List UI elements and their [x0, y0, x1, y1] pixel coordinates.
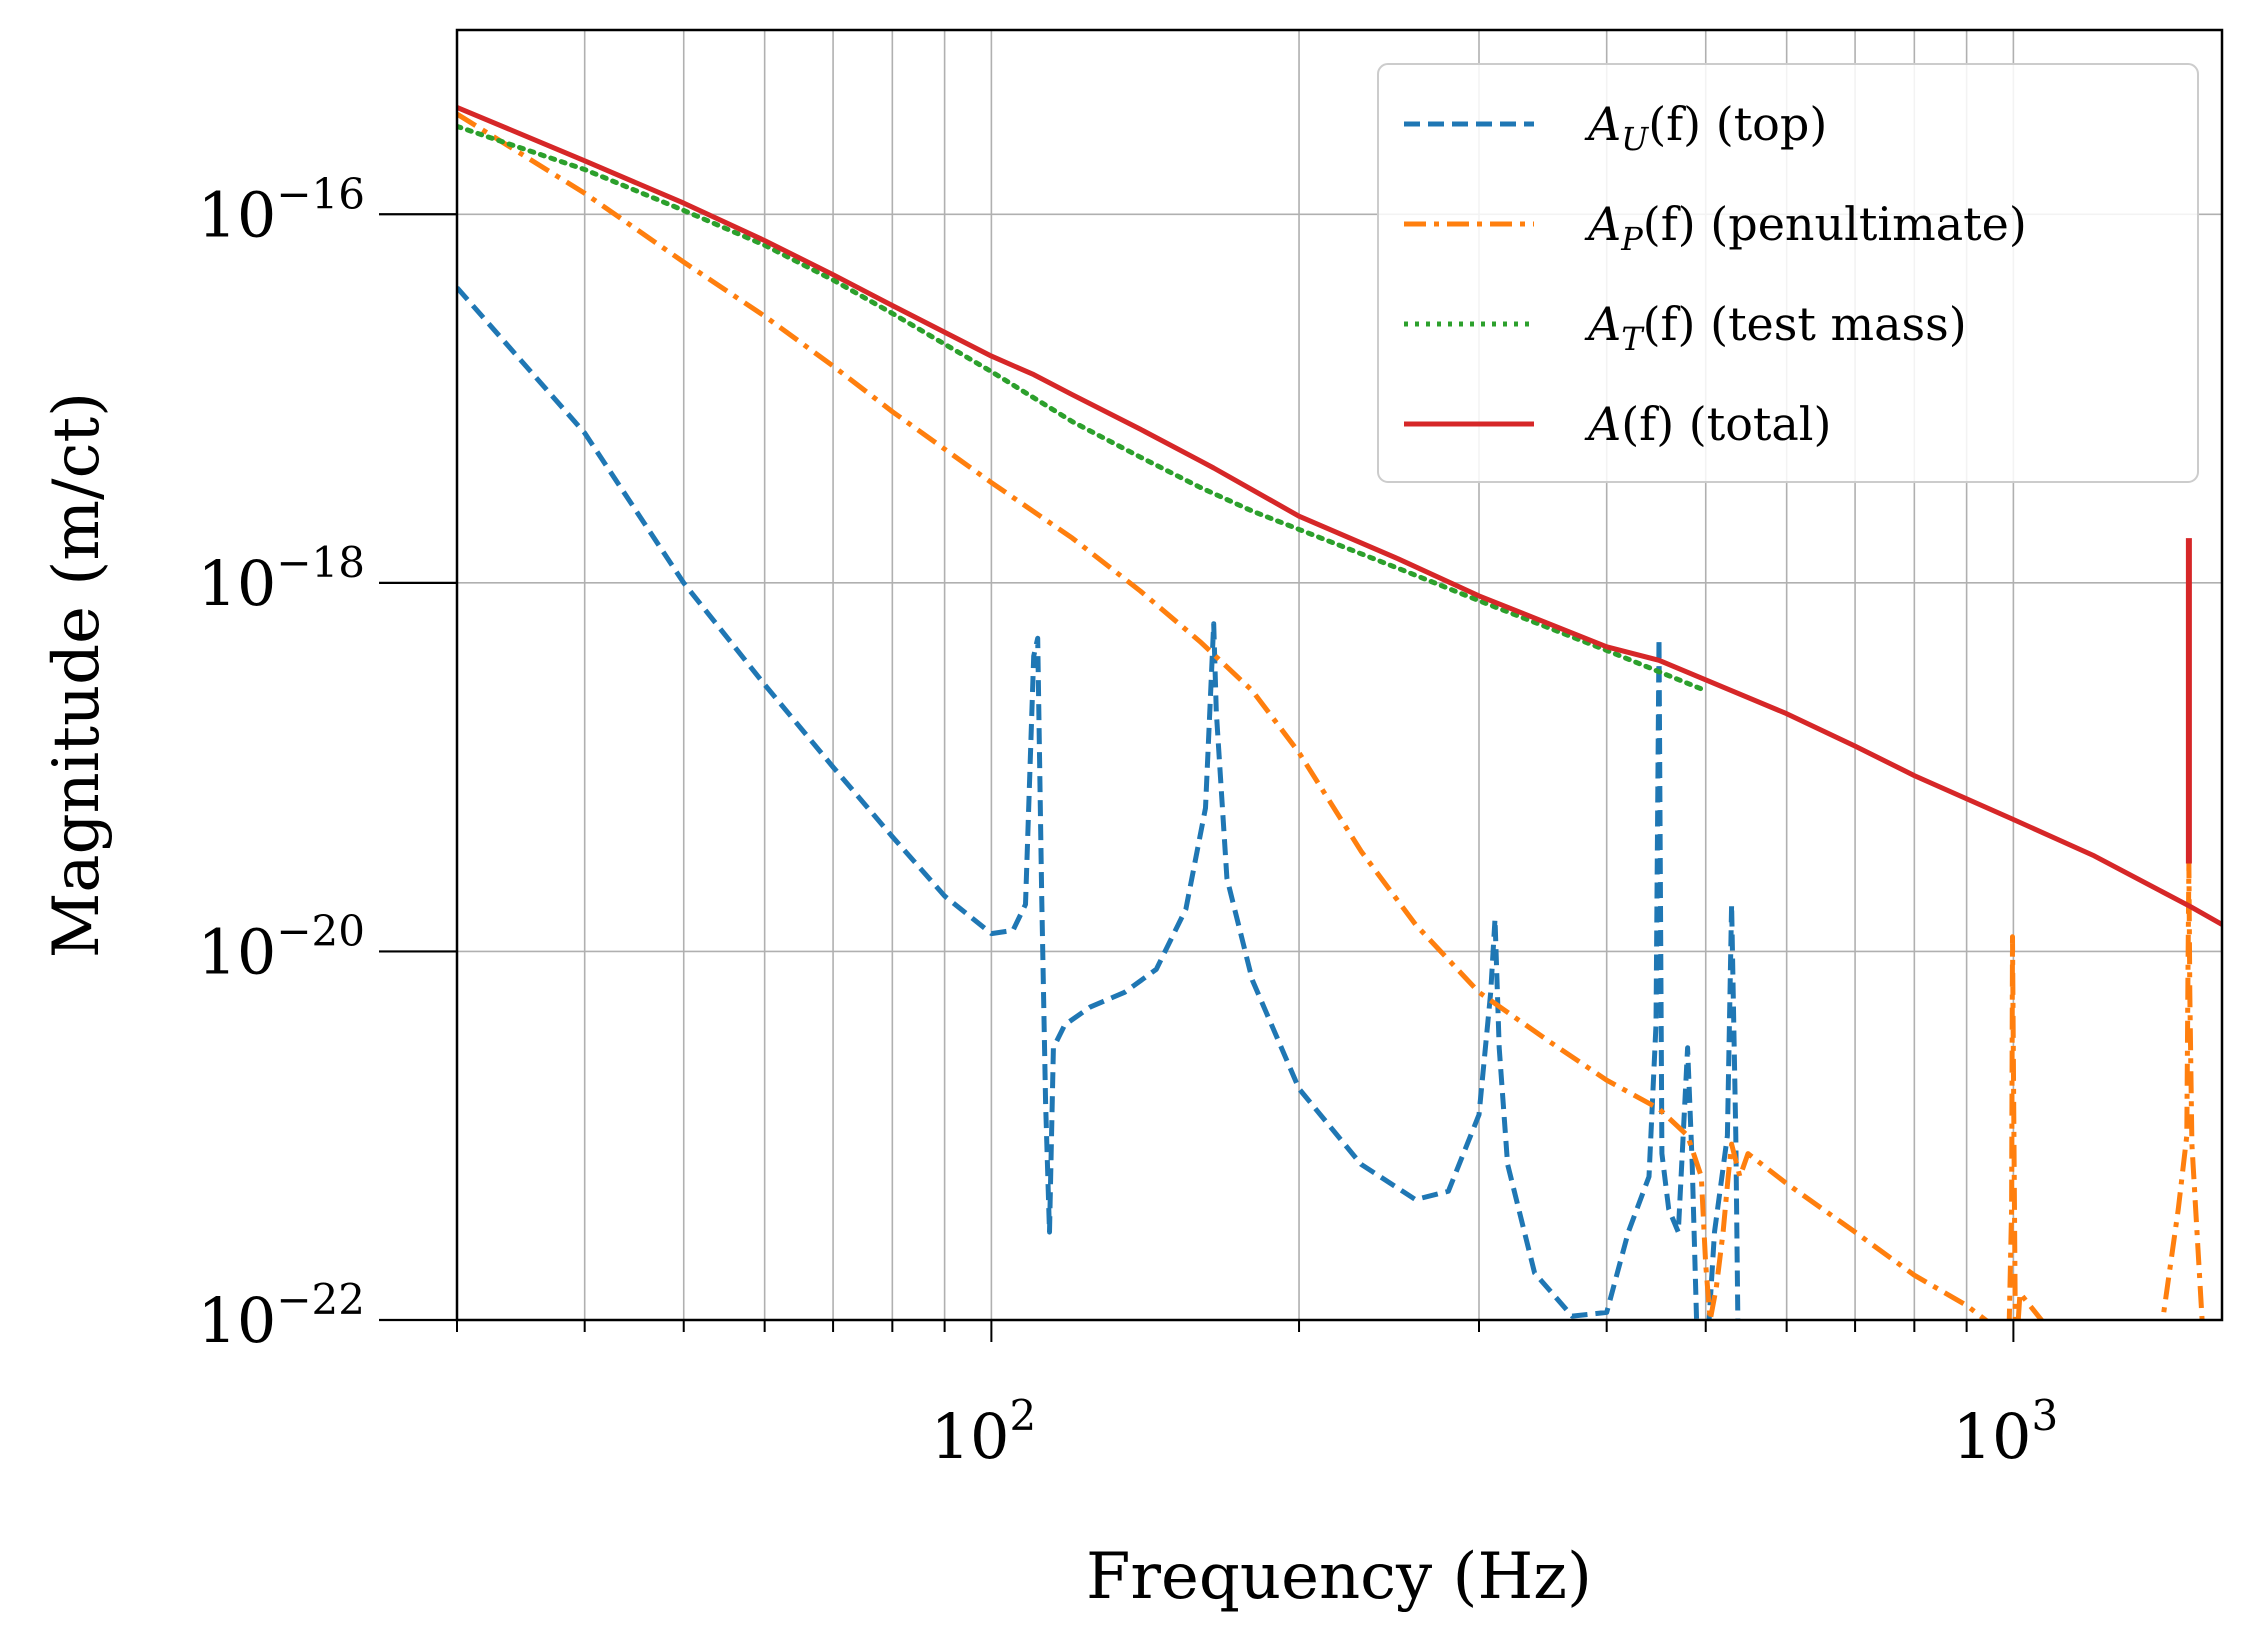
legend-label: AP(f) (penultimate): [1584, 197, 2027, 258]
legend-label: AU(f) (top): [1584, 97, 1827, 158]
axis-ticks: 10−16 10−18 10−20 10−22 102 103: [197, 169, 2058, 1473]
series-line-1: [457, 111, 2205, 1320]
series-line-3: [457, 105, 2222, 927]
legend-label: AT(f) (test mass): [1584, 297, 1967, 358]
series-layer: [457, 105, 2222, 1320]
legend-box: [1377, 63, 2199, 483]
legend: AU(f) (top) AP(f) (penultimate) AT(f) (tes…: [1377, 63, 2199, 483]
y-tick-label: 10−20: [197, 906, 365, 988]
x-tick-label: 103: [1953, 1391, 2059, 1473]
series-line-2: [457, 123, 1709, 694]
grid-lines: [456, 30, 2222, 1320]
y-tick-label: 10−16: [197, 169, 365, 251]
y-tick-label: 10−18: [197, 538, 365, 620]
x-axis-title: Frequency (Hz): [1086, 1540, 1592, 1614]
y-axis-title: Magnitude (m/ct): [40, 392, 114, 958]
plot-frame: [455, 28, 2224, 1322]
legend-label: A(f) (total): [1584, 397, 1831, 451]
x-tick-label: 102: [931, 1391, 1037, 1473]
y-tick-label: 10−22: [197, 1275, 365, 1357]
